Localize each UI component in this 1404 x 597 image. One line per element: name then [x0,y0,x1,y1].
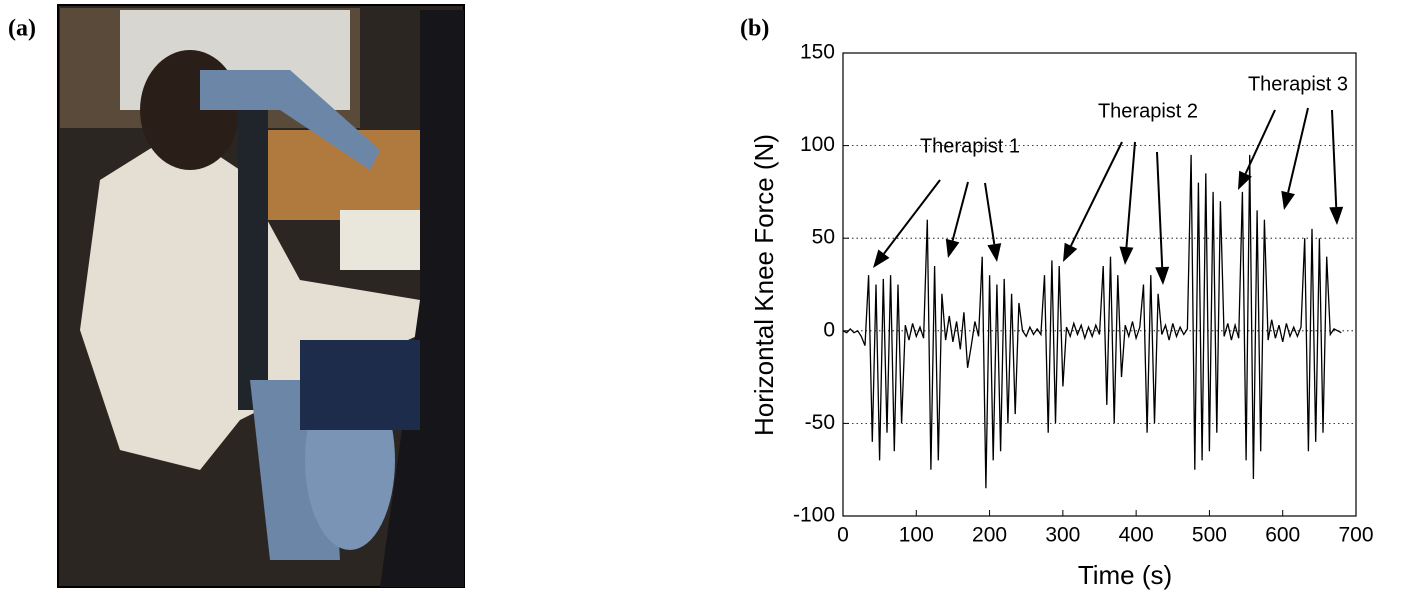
x-tick-label: 200 [972,524,1007,547]
x-tick-label: 700 [1338,524,1373,547]
arrow-head [945,238,960,258]
arrow-head [1063,242,1078,262]
x-axis-label: Time (s) [1078,560,1172,590]
annotation: Therapist 2 [1098,100,1198,122]
arrow-head [1281,190,1295,210]
y-tick-label: -100 [793,504,835,527]
arrow-shaft [883,179,941,255]
panel-label: (a) [8,16,36,42]
x-tick-label: 0 [837,524,849,547]
photo [57,4,465,588]
x-tick-label: 400 [1119,524,1154,547]
annotation: Therapist 1 [920,135,1020,157]
arrow-shaft [1156,151,1164,268]
arrow-head [1329,206,1344,225]
arrow-shaft [951,181,969,241]
annotation: Therapist 3 [1248,73,1348,95]
arrow-shaft [1331,109,1338,208]
y-tick-label: 150 [800,41,835,64]
arrow-shaft [1287,107,1309,193]
y-tick-label: -50 [805,411,835,434]
arrow-head [987,243,1002,262]
arrow-shaft [1070,141,1123,247]
x-tick-label: 600 [1265,524,1300,547]
panel-label: (b) [740,16,769,42]
arrow-shaft [1244,109,1276,175]
arrow-head [873,249,890,268]
x-tick-label: 100 [899,524,934,547]
y-tick-label: 0 [823,318,835,341]
arrow-head [1155,266,1170,285]
x-tick-label: 300 [1045,524,1080,547]
y-axis-label: Horizontal Knee Force (N) [749,134,779,436]
x-tick-label: 500 [1192,524,1227,547]
y-tick-label: 50 [812,226,835,249]
arrow-head [1238,170,1252,190]
y-tick-label: 100 [800,133,835,156]
arrow-shaft [984,182,996,245]
data-line [842,154,1342,489]
arrow-head [1119,246,1134,265]
plot-frame [842,52,1357,517]
arrow-shaft [1125,141,1136,248]
